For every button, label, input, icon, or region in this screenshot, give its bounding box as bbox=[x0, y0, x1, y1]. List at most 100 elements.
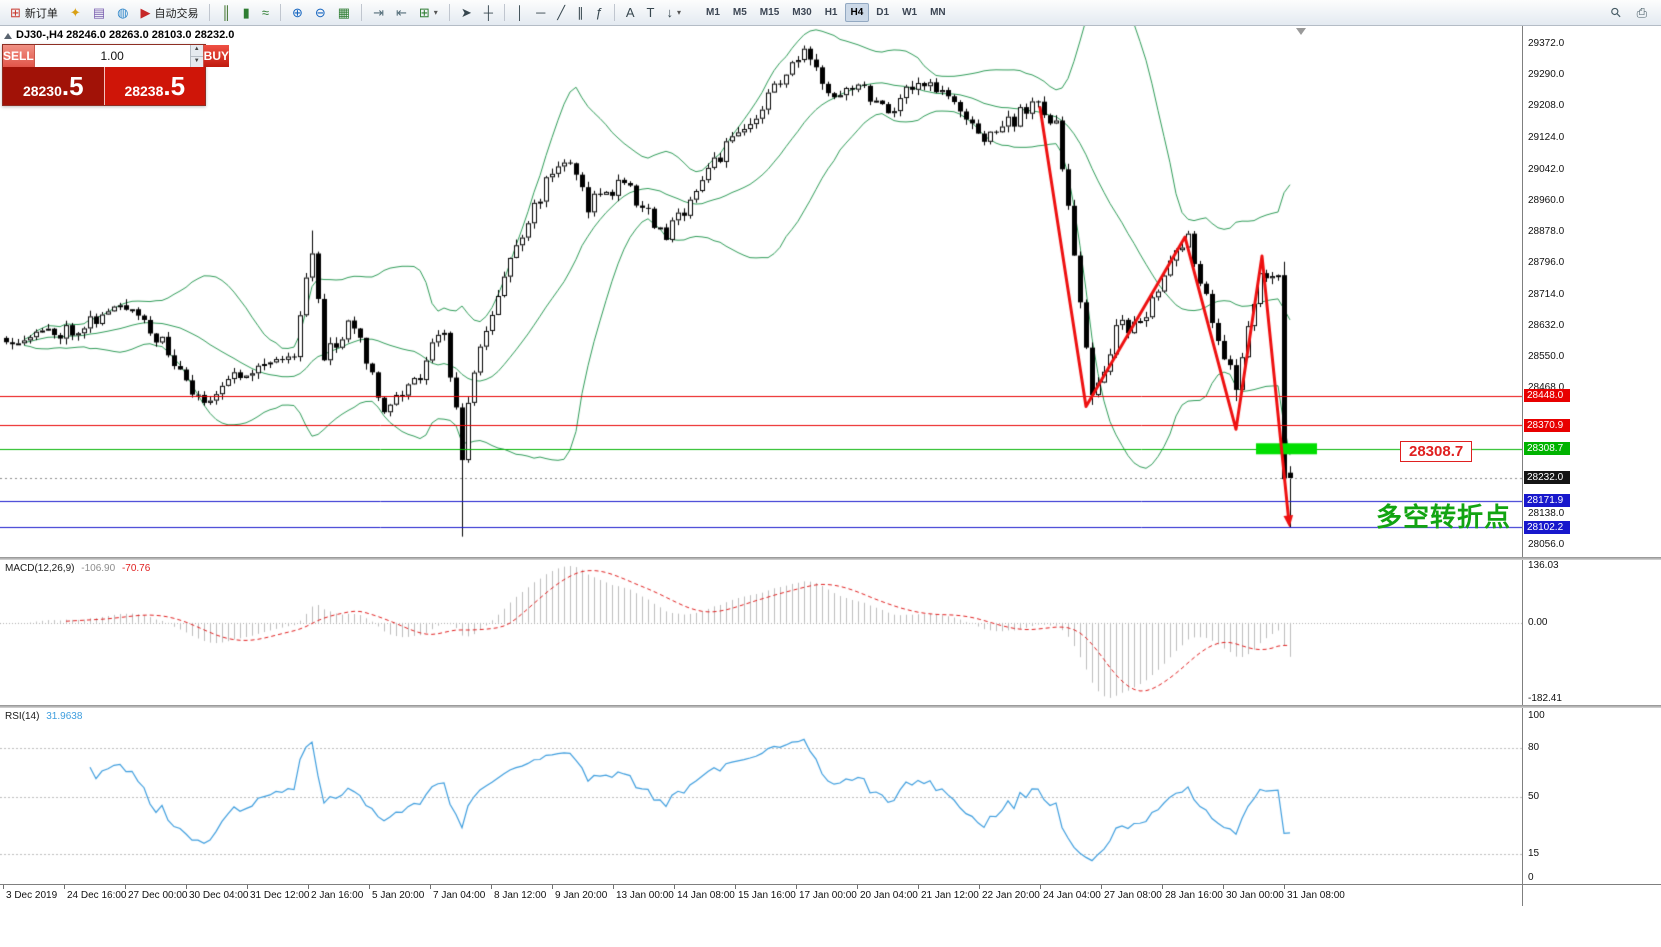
time-tick-mark bbox=[64, 885, 65, 889]
arrows-icon[interactable]: ↓ ▾ bbox=[661, 3, 686, 23]
time-tick-label: 14 Jan 08:00 bbox=[677, 890, 735, 901]
chart-symbol-period: DJ30-,H4 bbox=[16, 29, 64, 41]
macd-label: MACD(12,26,9) -106.90 -70.76 bbox=[5, 563, 150, 574]
main-chart-canvas[interactable] bbox=[0, 26, 1522, 557]
toolbar-separator bbox=[613, 4, 615, 21]
timeframe-h1-button[interactable]: H1 bbox=[824, 7, 838, 18]
auto-trading-icon: ▶ bbox=[140, 5, 151, 20]
new-chart-icon[interactable]: ⊞ ▾ bbox=[414, 3, 443, 23]
toolbar-separator bbox=[448, 4, 450, 21]
cursor-icon[interactable]: ➤ bbox=[456, 3, 477, 23]
sell-price-button[interactable]: 28230.5 bbox=[3, 67, 104, 105]
time-tick-mark bbox=[125, 885, 126, 889]
bar-chart-mode-icon[interactable]: ║ bbox=[216, 3, 235, 23]
time-tick-mark bbox=[369, 885, 370, 889]
new-order-button[interactable]: ⊞ 新订单 bbox=[5, 3, 63, 23]
tile-windows-icon[interactable]: ▦ bbox=[333, 3, 355, 23]
search-icon[interactable]: ⚲ bbox=[1606, 3, 1626, 23]
buy-price-frac: .5 bbox=[163, 71, 186, 101]
timeframe-m15-button[interactable]: M15 bbox=[759, 7, 780, 18]
macd-scale-label: -182.41 bbox=[1528, 693, 1562, 704]
one-click-collapse-icon[interactable] bbox=[4, 33, 12, 39]
rsi-scale-label: 0 bbox=[1528, 872, 1534, 883]
zoom-out-icon: ⊖ bbox=[314, 5, 326, 20]
fibonacci-icon: ƒ bbox=[595, 5, 603, 20]
panel-separator[interactable] bbox=[0, 705, 1661, 708]
vertical-line-icon: │ bbox=[515, 5, 525, 20]
chart-annotation-text[interactable]: 多空转折点 bbox=[1376, 501, 1512, 532]
rsi-canvas[interactable] bbox=[0, 708, 1522, 884]
zoom-in-icon: ⊕ bbox=[291, 5, 303, 20]
toolbar-separator bbox=[503, 4, 505, 21]
vertical-line-icon[interactable]: │ bbox=[511, 3, 529, 23]
horizontal-line-icon[interactable]: ─ bbox=[531, 3, 550, 23]
time-tick-mark bbox=[918, 885, 919, 889]
price-tick: 28550.0 bbox=[1528, 350, 1565, 362]
time-tick-mark bbox=[247, 885, 248, 889]
candlestick-mode-icon[interactable]: ▮ bbox=[238, 3, 255, 23]
market-watch-icon[interactable]: ◍ bbox=[112, 3, 133, 23]
arrows-icon: ↓ bbox=[666, 5, 673, 20]
rsi-axis[interactable]: 100 80 50 15 0 bbox=[1522, 708, 1661, 884]
text-icon[interactable]: A bbox=[621, 3, 640, 23]
buy-price-main: 28238 bbox=[124, 82, 164, 99]
rsi-scale-label: 15 bbox=[1528, 847, 1540, 859]
chart-shift-icon[interactable]: ⇤ bbox=[391, 3, 412, 23]
buy-price-button[interactable]: 28238.5 bbox=[103, 67, 205, 105]
text-label-icon[interactable]: T bbox=[642, 3, 660, 23]
price-tick: 29042.0 bbox=[1528, 163, 1565, 175]
fibonacci-icon[interactable]: ƒ bbox=[591, 3, 608, 23]
time-axis[interactable]: 3 Dec 2019 24 Dec 16:00 27 Dec 00:00 30 Dec… bbox=[0, 884, 1661, 906]
time-tick-mark bbox=[1284, 885, 1285, 889]
buy-button[interactable]: BUY bbox=[203, 45, 230, 67]
time-tick-label: 31 Jan 08:00 bbox=[1287, 890, 1345, 901]
time-tick-mark bbox=[491, 885, 492, 889]
auto-scroll-icon[interactable]: ⇥ bbox=[368, 3, 389, 23]
price-tick: 28468.0 bbox=[1528, 382, 1565, 394]
print-icon[interactable]: ⎙ bbox=[1632, 3, 1652, 23]
cursor-icon: ➤ bbox=[460, 5, 472, 20]
timeframe-h4-button[interactable]: H4 bbox=[844, 3, 870, 22]
auto-trading-button[interactable]: ▶ 自动交易 bbox=[135, 3, 203, 23]
volume-input[interactable] bbox=[34, 45, 190, 67]
price-tick: 28714.0 bbox=[1528, 288, 1565, 300]
timeframe-w1-button[interactable]: W1 bbox=[902, 7, 918, 18]
timeframe-d1-button[interactable]: D1 bbox=[876, 7, 890, 18]
price-callout-label[interactable]: 28308.7 bbox=[1400, 441, 1473, 463]
volume-down-button[interactable]: ▼ bbox=[190, 56, 203, 67]
toolbar-left-group: ⊞ 新订单 ✦ ▤ ◍ ▶ 自动交易 ║ ▮ ≈ ⊕ ⊖ ▦ ⇥ ⇤ ⊞ ▾ ➤ ┼ │ ─ ╱ ∥ ƒ A T ↓ ▾ bbox=[5, 3, 686, 23]
toolbar-separator bbox=[279, 4, 281, 21]
volume-spinner: ▲ ▼ bbox=[189, 45, 203, 67]
line-chart-mode-icon[interactable]: ≈ bbox=[257, 3, 274, 23]
market-watch-icon: ◍ bbox=[117, 5, 129, 20]
crosshair-icon[interactable]: ┼ bbox=[479, 3, 498, 23]
timeframe-m30-button[interactable]: M30 bbox=[792, 7, 812, 18]
volume-up-button[interactable]: ▲ bbox=[190, 45, 203, 57]
time-tick-label: 31 Dec 12:00 bbox=[250, 890, 310, 901]
price-tick: 29124.0 bbox=[1528, 132, 1565, 144]
price-level-label: 28308.7 bbox=[1524, 442, 1570, 456]
auto-scroll-icon: ⇥ bbox=[373, 5, 384, 20]
timeframe-m5-button[interactable]: M5 bbox=[732, 7, 747, 18]
price-axis[interactable]: 29372.0 29290.0 29208.0 29124.0 29042.0 28960… bbox=[1522, 26, 1661, 557]
channel-icon[interactable]: ∥ bbox=[572, 3, 589, 23]
toolbar-separator bbox=[209, 4, 211, 21]
panel-separator[interactable] bbox=[0, 557, 1661, 560]
auto-trading-button-label: 自动交易 bbox=[154, 7, 199, 20]
price-tick: 28056.0 bbox=[1528, 539, 1565, 550]
profiles-icon: ▤ bbox=[92, 5, 106, 20]
timeframe-mn-button[interactable]: MN bbox=[930, 7, 946, 18]
indicator-list-icon[interactable]: ✦ bbox=[65, 3, 86, 23]
sell-button[interactable]: SELL bbox=[3, 45, 34, 67]
time-tick-mark bbox=[1162, 885, 1163, 889]
time-tick-label: 27 Jan 08:00 bbox=[1104, 890, 1162, 901]
zoom-in-icon[interactable]: ⊕ bbox=[287, 3, 308, 23]
profiles-icon[interactable]: ▤ bbox=[88, 3, 110, 23]
time-tick-mark bbox=[735, 885, 736, 889]
trendline-icon[interactable]: ╱ bbox=[552, 3, 570, 23]
macd-axis[interactable]: 136.03 0.00 -182.41 bbox=[1522, 560, 1661, 705]
macd-canvas[interactable] bbox=[0, 560, 1522, 705]
zoom-out-icon[interactable]: ⊖ bbox=[310, 3, 331, 23]
time-tick-label: 21 Jan 12:00 bbox=[921, 890, 979, 901]
timeframe-m1-button[interactable]: M1 bbox=[705, 7, 720, 18]
